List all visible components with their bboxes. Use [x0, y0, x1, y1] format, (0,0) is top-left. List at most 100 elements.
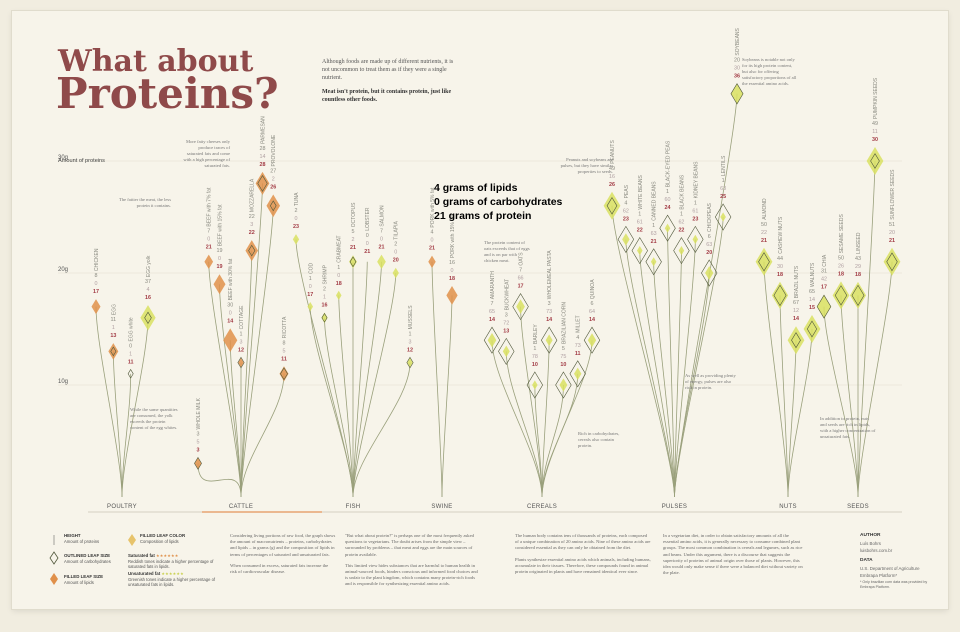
item-label-egg-yolk: EGG yolk: [146, 255, 152, 277]
value-lipids-sunflower-seeds: 51: [889, 222, 895, 228]
key-color-title: FILLED LEAF COLOR: [140, 533, 186, 538]
value-protein-almond: 21: [761, 238, 767, 244]
value-protein-sesame-seeds: 18: [838, 271, 844, 277]
lipid-leaf-provolone: [266, 194, 281, 218]
footer-col1: Considering living portions of raw food,…: [230, 533, 336, 557]
carb-leaf-canned-beans: [645, 248, 662, 276]
value-lipids-linseed: 43: [855, 256, 861, 262]
item-label-sesame-seeds: SESAME SEEDS: [839, 214, 845, 254]
y-tick-10g: 10g: [58, 379, 68, 385]
item-label-provolone: PROVOLONE: [271, 134, 277, 166]
stem-brazil-nuts: [787, 340, 797, 498]
item-label-parmesan: PARMESAN: [261, 116, 267, 144]
value-carbs-egg-white: 1: [129, 352, 132, 358]
value-lipids-lentils: 1: [722, 178, 725, 184]
stem-wholemeal-pasta: [541, 340, 550, 498]
stem-beef-with-7-fat: [208, 261, 242, 498]
value-carbs-wholemeal-pasta: 73: [546, 309, 552, 315]
item-label-wholemeal-pasta: WHOLEMEAL PASTA: [547, 250, 553, 299]
key-outline-desc: Amount of carbohydrates: [64, 558, 111, 564]
stem-soybeans: [674, 93, 738, 498]
carb-leaf-oats: [512, 293, 529, 321]
value-protein-linseed: 18: [855, 272, 861, 278]
value-protein-peas: 23: [623, 216, 629, 222]
value-protein-quinoa: 14: [589, 317, 595, 323]
value-lipids-pork-with-5-fat: 4: [431, 230, 434, 236]
value-protein-black-beans: 22: [678, 228, 684, 234]
value-lipids-canned-beans: 1: [652, 223, 655, 229]
carb-leaf-buckwheat: [498, 337, 515, 365]
item-label-chia: CHIA: [822, 254, 828, 267]
item-label-tuna: TUNA: [294, 192, 300, 206]
outlined-leaf-icon: [49, 551, 59, 565]
carb-leaf-sesame-seeds: [834, 285, 848, 306]
item-label-buckwheat: BUCKWHEAT: [504, 279, 510, 311]
value-lipids-lobster: 0: [366, 233, 369, 239]
annotation-nuts: In addition to protein, nuts and seeds a…: [820, 416, 876, 439]
item-label-soybeans: SOYBEANS: [735, 27, 741, 55]
value-carbs-lentils: 63: [720, 186, 726, 192]
lipid-leaf-linseed: [849, 281, 867, 309]
item-label-brazilian-corn: BRAZILIAN CORN: [561, 302, 567, 344]
item-label-peanuts: PEANUTS: [610, 140, 616, 164]
value-protein-buckwheat: 13: [503, 328, 509, 334]
value-lipids-black-eyed-peas: 1: [666, 189, 669, 195]
value-carbs-provolone: 2: [272, 176, 275, 182]
lipid-leaf-barley: [532, 380, 538, 390]
value-carbs-mussels: 3: [409, 339, 412, 345]
annotation-pulses: Peanuts and soybeans are pulses, but the…: [560, 157, 613, 174]
value-carbs-tilapia: 0: [394, 250, 397, 256]
value-lipids-sesame-seeds: 50: [838, 255, 844, 261]
key-unsat-stars: ★★★★★★: [161, 571, 184, 576]
item-label-chicken: CHICKEN: [94, 248, 100, 271]
value-carbs-barley: 78: [532, 354, 538, 360]
value-lipids-buckwheat: 3: [505, 312, 508, 318]
lipid-leaf-kidney-beans: [692, 234, 699, 244]
value-lipids-millet: 4: [576, 335, 579, 341]
value-carbs-chickpeas: 63: [706, 242, 712, 248]
legend-carbs: 0 grams of carbohydrates: [434, 196, 563, 208]
footer-col3: The human body contains tens of thousand…: [515, 533, 651, 551]
value-protein-beef-with-15-fat: 19: [217, 264, 223, 270]
item-label-kidney-beans: KIDNEY BEANS: [693, 161, 699, 199]
y-axis-label: Amount of proteins: [58, 158, 105, 164]
item-label-walnuts: WALNUTS: [810, 262, 816, 287]
value-carbs-amaranth: 65: [489, 309, 495, 315]
item-label-almond: ALMOND: [762, 198, 768, 220]
item-label-lobster: LOBSTER: [365, 207, 371, 231]
annotation-oats: The protein content of oats exceeds that…: [484, 240, 530, 263]
item-label-mussels: MUSSELS: [408, 305, 414, 330]
group-label-seeds: SEEDS: [847, 504, 869, 510]
carb-leaf-amaranth: [483, 326, 501, 354]
value-carbs-oats: 66: [518, 276, 524, 282]
item-label-whole-milk: WHOLE MILK: [196, 397, 202, 429]
value-carbs-shrimp: 1: [323, 295, 326, 301]
value-carbs-canned-beans: 63: [651, 231, 657, 237]
item-label-ricotta: RICOTTA: [282, 316, 288, 338]
value-lipids-crabmeat: 1: [337, 265, 340, 271]
value-carbs-parmesan: 14: [260, 154, 266, 160]
key-icons: [49, 535, 59, 585]
author-handle[interactable]: luisbohrs.com.br: [860, 548, 893, 553]
value-protein-pork-with-5-fat: 21: [429, 246, 435, 252]
value-protein-salmon: 21: [379, 245, 385, 251]
intro-paragraph-1: Although foods are made up of different …: [322, 59, 454, 81]
lipid-leaf-cottage: [238, 358, 244, 368]
lipid-leaf-beef-with-15-fat: [213, 274, 226, 295]
value-lipids-cashew-nuts: 44: [777, 256, 783, 262]
lipid-leaf-shrimp: [321, 312, 328, 324]
value-carbs-egg: 1: [112, 325, 115, 331]
value-lipids-walnuts: 65: [809, 289, 815, 295]
lipid-leaf-black-beans: [678, 246, 685, 256]
value-protein-black-eyed-peas: 24: [665, 205, 671, 211]
value-carbs-beef-with-30-fat: 0: [229, 310, 232, 316]
item-label-crabmeat: CRABMEAT: [337, 235, 343, 262]
value-carbs-black-eyed-peas: 60: [665, 197, 671, 203]
lipid-leaf-white-beans: [637, 246, 643, 256]
carb-leaf-peas: [617, 225, 635, 253]
stem-cashew-nuts: [779, 295, 789, 498]
value-carbs-brazil-nuts: 12: [793, 308, 799, 314]
item-label-quinoa: QUINOA: [590, 279, 596, 299]
value-protein-canned-beans: 21: [651, 239, 657, 245]
